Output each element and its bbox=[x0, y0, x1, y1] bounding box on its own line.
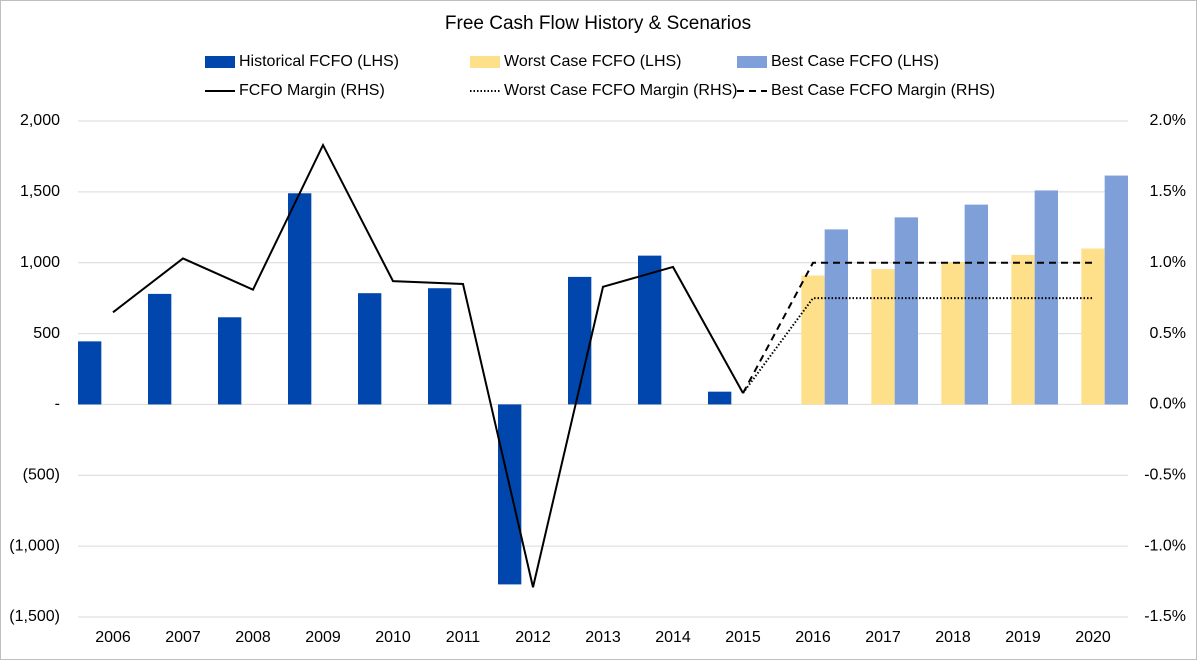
bar bbox=[218, 317, 242, 405]
y2-tick-label: 0.0% bbox=[1150, 396, 1186, 413]
bar bbox=[941, 262, 965, 405]
x-tick-label: 2019 bbox=[1005, 629, 1041, 646]
y2-tick-label: -0.5% bbox=[1144, 467, 1186, 484]
bar bbox=[1104, 175, 1128, 405]
y2-tick-label: 2.0% bbox=[1150, 112, 1186, 129]
x-tick-label: 2012 bbox=[515, 629, 551, 646]
bar bbox=[288, 193, 312, 405]
y-tick-label: 1,500 bbox=[20, 183, 60, 200]
line bbox=[112, 142, 744, 588]
x-tick-label: 2010 bbox=[375, 629, 411, 646]
legend-label: Historical FCFO (LHS) bbox=[239, 53, 399, 70]
bar bbox=[498, 404, 522, 585]
y-tick-label: (1,500) bbox=[9, 608, 60, 625]
x-tick-label: 2017 bbox=[865, 629, 901, 646]
bar bbox=[871, 269, 895, 405]
bar bbox=[638, 255, 662, 405]
x-tick-label: 2013 bbox=[585, 629, 621, 646]
y2-tick-label: 0.5% bbox=[1150, 325, 1186, 342]
bar bbox=[708, 391, 732, 405]
legend-label: Best Case FCFO Margin (RHS) bbox=[771, 82, 995, 99]
y-tick-label: - bbox=[55, 396, 60, 413]
bar bbox=[964, 204, 988, 405]
bar bbox=[358, 293, 382, 405]
x-tick-label: 2011 bbox=[446, 629, 481, 646]
x-tick-label: 2016 bbox=[795, 629, 831, 646]
x-tick-label: 2020 bbox=[1075, 629, 1111, 646]
x-tick-label: 2018 bbox=[935, 629, 971, 646]
bar bbox=[824, 229, 848, 405]
y-tick-label: 2,000 bbox=[20, 112, 60, 129]
legend-label: FCFO Margin (RHS) bbox=[239, 82, 385, 99]
y-tick-label: 500 bbox=[33, 325, 60, 342]
y2-tick-label: -1.0% bbox=[1144, 537, 1186, 554]
line bbox=[742, 297, 1093, 394]
bar bbox=[78, 341, 102, 405]
line bbox=[742, 261, 1093, 394]
y2-tick-label: 1.0% bbox=[1150, 254, 1186, 271]
y-tick-label: (1,000) bbox=[9, 537, 60, 554]
legend-label: Best Case FCFO (LHS) bbox=[771, 53, 939, 70]
y2-tick-label: 1.5% bbox=[1150, 183, 1186, 200]
chart-title: Free Cash Flow History & Scenarios bbox=[445, 13, 751, 34]
x-tick-label: 2008 bbox=[235, 629, 271, 646]
y2-tick-label: -1.5% bbox=[1144, 608, 1186, 625]
y-tick-label: (500) bbox=[23, 467, 60, 484]
bar bbox=[1011, 254, 1035, 405]
bar bbox=[894, 217, 918, 405]
x-tick-label: 2014 bbox=[655, 629, 691, 646]
x-tick-label: 2006 bbox=[95, 629, 131, 646]
bar bbox=[1081, 248, 1105, 405]
legend-label: Worst Case FCFO (LHS) bbox=[504, 53, 682, 70]
bar bbox=[568, 276, 592, 405]
x-tick-label: 2015 bbox=[725, 629, 761, 646]
y-tick-label: 1,000 bbox=[20, 254, 60, 271]
bar bbox=[801, 275, 825, 405]
legend-label: Worst Case FCFO Margin (RHS) bbox=[504, 82, 738, 99]
legend-swatch bbox=[470, 56, 500, 68]
x-tick-label: 2009 bbox=[305, 629, 341, 646]
x-tick-label: 2007 bbox=[165, 629, 201, 646]
bar bbox=[148, 293, 172, 405]
bar bbox=[428, 288, 452, 405]
legend-swatch bbox=[205, 56, 235, 68]
legend-swatch bbox=[737, 56, 767, 68]
